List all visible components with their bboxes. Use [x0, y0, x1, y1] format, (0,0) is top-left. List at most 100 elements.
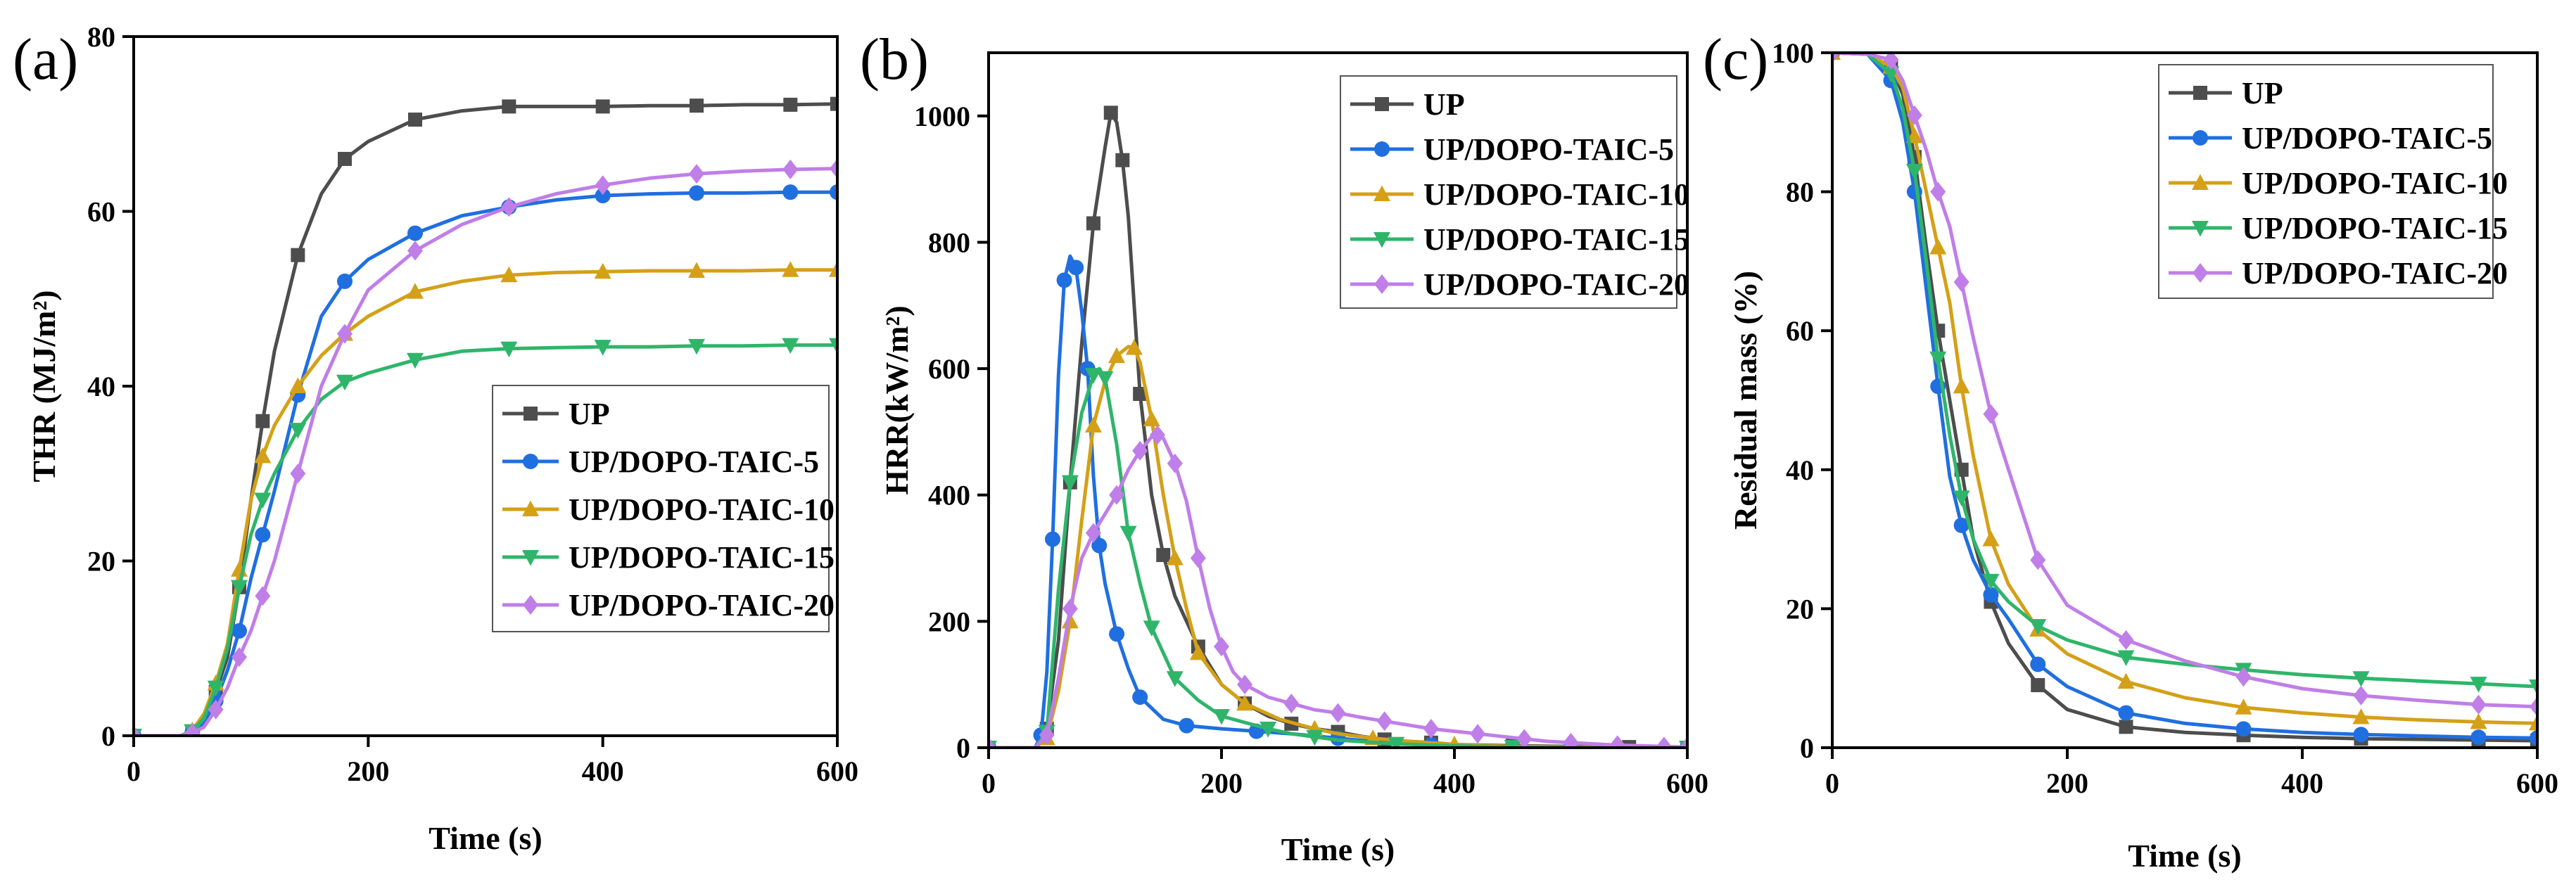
x-tick-label: 200 [1200, 767, 1243, 799]
y-axis-title: HRR(kW/m²) [879, 305, 915, 494]
data-point [1656, 736, 1672, 748]
data-point [1680, 737, 1687, 748]
data-point [336, 374, 353, 391]
legend-marker [522, 500, 539, 516]
x-tick-label: 200 [2046, 767, 2088, 799]
series-line-up [1832, 53, 2537, 743]
data-point [2235, 667, 2252, 687]
data-point [1132, 689, 1148, 705]
legend-label: UP/DOPO-TAIC-20 [2242, 256, 2508, 290]
data-point [1982, 530, 2000, 547]
data-point [595, 188, 611, 204]
data-point [2030, 550, 2046, 570]
data-point [1236, 694, 1254, 711]
y-tick-label: 80 [87, 21, 115, 53]
data-point [2529, 679, 2537, 696]
y-tick-label: 40 [87, 371, 115, 402]
data-point [1143, 620, 1160, 637]
data-point [1115, 153, 1130, 167]
data-point [1109, 485, 1125, 505]
data-point [1061, 475, 1079, 492]
data-point [407, 225, 423, 241]
data-point [291, 248, 305, 262]
panel-c-label: (c) [1703, 27, 1768, 92]
data-point [783, 97, 798, 112]
data-point [1086, 216, 1100, 231]
data-point [1045, 531, 1061, 547]
data-point [1930, 181, 1946, 202]
data-point [2530, 696, 2537, 717]
x-tick-label: 400 [582, 755, 624, 787]
data-point [782, 184, 799, 200]
data-point [2530, 730, 2537, 746]
panel-a-label: (a) [13, 27, 78, 92]
legend: UP UP/DOPO-TAIC-5 UP/DOPO-TAIC-10 UP/DOPO-T… [2158, 64, 2508, 299]
data-point [829, 261, 837, 277]
data-point [407, 352, 424, 369]
x-axis-title: Time (s) [429, 820, 542, 856]
x-tick-label: 200 [347, 755, 389, 787]
data-point [254, 447, 272, 464]
data-point [2470, 694, 2487, 715]
data-point [1983, 587, 1999, 603]
data-point [1470, 724, 1486, 744]
series-line-up-dopo-taic-20 [989, 433, 1687, 748]
data-point [989, 738, 996, 748]
data-point [1983, 404, 1999, 424]
data-point [408, 113, 422, 127]
data-point [1982, 573, 2000, 590]
data-point [1109, 626, 1125, 642]
data-point [2235, 721, 2252, 737]
legend-label: UP/DOPO-TAIC-15 [1423, 222, 1689, 257]
data-point [2529, 714, 2537, 731]
y-tick-label: 600 [928, 353, 970, 385]
data-point [595, 175, 611, 196]
series-up-dopo-taic-5 [1832, 53, 2537, 746]
x-tick-label: 600 [1666, 767, 1708, 799]
legend-marker [2193, 130, 2208, 146]
y-tick-label: 60 [1786, 315, 1814, 347]
legend-label: UP/DOPO-TAIC-20 [1423, 267, 1689, 302]
legend-label: UP/DOPO-TAIC-10 [2242, 166, 2508, 200]
legend-marker [1373, 232, 1390, 248]
data-point [1388, 736, 1405, 748]
legend-marker [1374, 274, 1390, 294]
data-point [2119, 720, 2133, 734]
data-point [1953, 517, 1969, 533]
data-point [1609, 735, 1625, 748]
data-point [1166, 549, 1184, 566]
series-up-dopo-taic-20 [1832, 53, 2537, 717]
y-tick-label: 60 [87, 196, 115, 228]
data-point [2117, 672, 2135, 689]
series-line-up-dopo-taic-20 [1832, 53, 2537, 709]
legend-label: UP [2242, 76, 2283, 110]
x-tick-label: 400 [2281, 767, 2323, 799]
panel-b: (b) 0 200 400 600 0 200 400 600 800 1000 Time (s) HR… [860, 27, 1708, 867]
legend-marker [2193, 263, 2208, 283]
data-point [1237, 675, 1253, 695]
legend-label: UP/DOPO-TAIC-5 [569, 445, 819, 479]
data-point [1085, 523, 1101, 543]
y-tick-label: 20 [1786, 593, 1814, 625]
data-point [1119, 525, 1137, 542]
data-point [595, 99, 610, 114]
series-up-dopo-taic-20 [989, 425, 1687, 748]
y-tick-label: 200 [928, 606, 970, 637]
data-point [1929, 351, 1947, 368]
data-point [208, 699, 224, 720]
legend-label: UP/DOPO-TAIC-10 [1423, 177, 1689, 212]
x-axis-title: Time (s) [1281, 831, 1395, 867]
data-point [337, 273, 353, 289]
data-point [782, 338, 799, 355]
x-tick-label: 600 [816, 755, 858, 787]
data-point [1929, 238, 1947, 255]
series-line-up-dopo-taic-15 [1832, 53, 2537, 689]
y-tick-label: 0 [956, 732, 970, 764]
plot-frame [987, 51, 1689, 749]
series-up-dopo-taic-15 [989, 366, 1687, 748]
data-point [1143, 410, 1160, 426]
data-point [1906, 105, 1922, 125]
series-line-up-dopo-taic-5 [1832, 53, 2537, 740]
data-point [2353, 727, 2369, 743]
data-point [2470, 677, 2487, 693]
